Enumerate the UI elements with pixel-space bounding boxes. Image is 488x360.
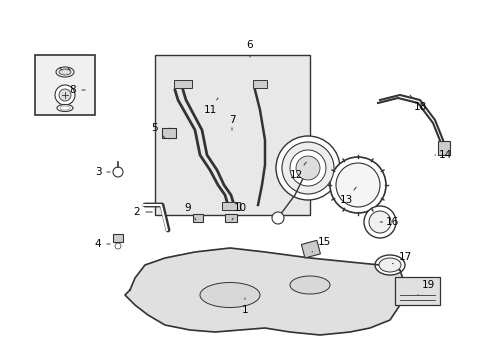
Circle shape [55,85,75,105]
Text: 6: 6 [246,40,253,57]
Bar [174,80,192,88]
Ellipse shape [59,69,71,75]
Text: 12: 12 [289,162,305,180]
Bar [162,128,176,138]
Text: 13: 13 [339,187,356,205]
Bar [394,277,439,305]
Bar [252,80,266,88]
Circle shape [282,142,333,194]
Circle shape [115,243,121,249]
Bar [437,141,449,155]
Bar [155,55,309,215]
Circle shape [59,89,71,101]
Circle shape [329,157,385,213]
Text: 15: 15 [311,237,330,252]
Text: 7: 7 [228,115,235,130]
Text: 17: 17 [392,252,411,264]
Circle shape [289,150,325,186]
Text: 11: 11 [203,98,218,115]
Circle shape [335,163,379,207]
Ellipse shape [200,283,260,307]
Ellipse shape [374,255,404,275]
Text: 1: 1 [241,298,248,315]
Ellipse shape [60,106,70,110]
Text: 8: 8 [70,85,85,95]
Text: 2: 2 [133,207,152,217]
Bar [222,202,240,210]
Text: 9: 9 [184,203,196,220]
Text: 14: 14 [434,150,451,160]
Text: 3: 3 [95,167,110,177]
Ellipse shape [56,67,74,77]
Text: 5: 5 [151,123,164,138]
Text: 4: 4 [95,239,110,249]
Bar [113,234,123,242]
Circle shape [368,211,390,233]
Bar [35,55,95,115]
Text: 19: 19 [417,280,434,295]
Circle shape [275,136,339,200]
Ellipse shape [378,258,400,272]
Circle shape [271,212,284,224]
Bar [193,214,203,222]
Ellipse shape [57,104,73,112]
Polygon shape [125,248,404,335]
Ellipse shape [289,276,329,294]
Circle shape [363,206,395,238]
Bar [224,214,237,222]
Bar [301,240,320,258]
Text: 18: 18 [409,95,426,112]
Text: 10: 10 [231,203,246,220]
Circle shape [113,167,123,177]
Text: 16: 16 [379,217,398,227]
Circle shape [295,156,319,180]
